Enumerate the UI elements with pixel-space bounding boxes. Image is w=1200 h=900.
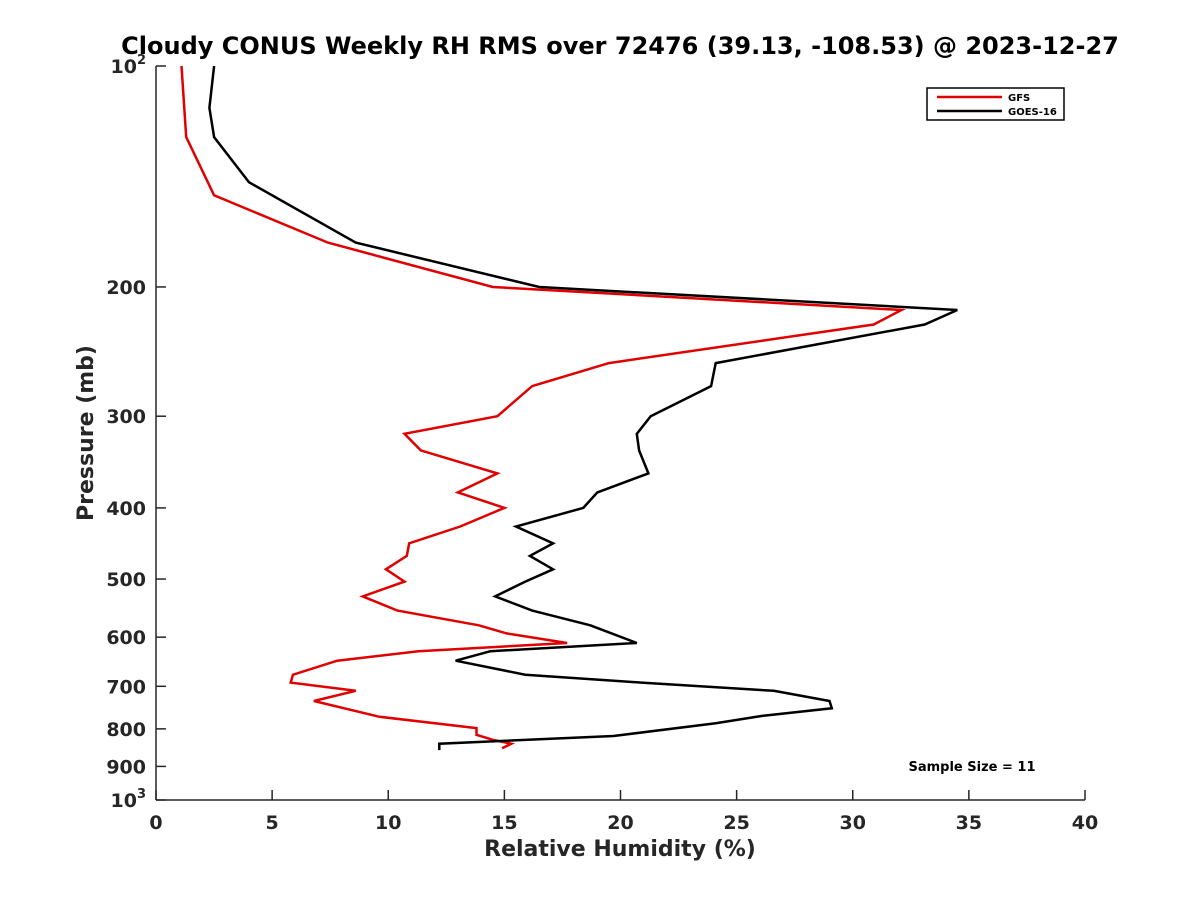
x-tick-label: 40 [1072, 812, 1098, 834]
legend-entry-label: GFS [1008, 93, 1030, 104]
y-tick-label: 102 [111, 53, 147, 78]
data-series [180, 65, 958, 751]
y-tick-label: 103 [111, 787, 147, 812]
x-tick-label: 20 [607, 812, 633, 834]
x-tick-label: 15 [491, 812, 517, 834]
legend: GFS GOES-16 [926, 87, 1065, 121]
y-tick-label: 300 [106, 406, 146, 428]
y-tick-label: 200 [106, 277, 146, 299]
x-tick-label: 10 [375, 812, 401, 834]
axes: 0 5 10 15 20 25 30 35 40 102 200 300 400 500 600 700 800… [106, 53, 1098, 834]
y-axis-label: Pressure (mb) [74, 345, 99, 521]
sample-size-annotation: Sample Size = 11 [908, 760, 1035, 775]
legend-box [926, 87, 1065, 121]
chart-title: Cloudy CONUS Weekly RH RMS over 72476 (3… [121, 32, 1119, 60]
x-tick-label: 30 [840, 812, 866, 834]
y-tick-label: 400 [106, 498, 146, 520]
y-tick-label: 600 [106, 627, 146, 649]
series-line-gfs [180, 65, 907, 750]
x-tick-label: 35 [956, 812, 982, 834]
legend-entry-label: GOES-16 [1008, 107, 1057, 118]
y-tick-label: 900 [106, 756, 146, 778]
x-tick-label: 25 [723, 812, 749, 834]
x-tick-label: 5 [266, 812, 279, 834]
x-axis-label: Relative Humidity (%) [484, 837, 756, 862]
x-tick-label: 0 [149, 812, 162, 834]
y-tick-label: 800 [106, 719, 146, 741]
series-line-goes-16 [208, 65, 958, 751]
y-tick-label: 500 [106, 569, 146, 591]
y-tick-label: 700 [106, 676, 146, 698]
